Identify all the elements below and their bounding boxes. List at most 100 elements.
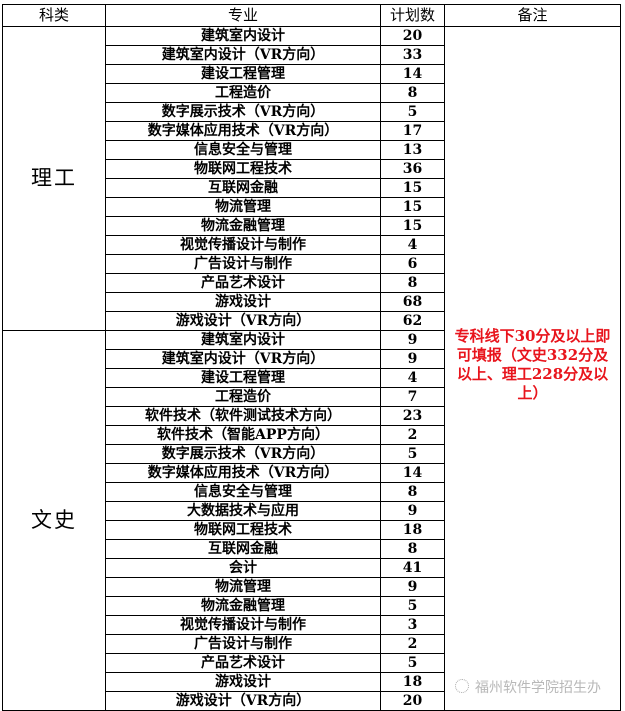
- plan-count-cell: 15: [380, 216, 445, 236]
- enrollment-plan-table: 科类 专业 计划数 备注 理工 建筑室内设计 20 专科线下30分及以上即可填报（文史…: [2, 4, 621, 711]
- plan-count-cell: 68: [380, 292, 445, 312]
- major-cell: 信息安全与管理: [105, 140, 381, 160]
- major-cell: 建筑室内设计（VR方向）: [105, 349, 381, 369]
- table-row: 文史 建筑室内设计 9: [2, 330, 621, 711]
- plan-count-cell: 5: [380, 444, 445, 464]
- plan-count-cell: 9: [380, 349, 445, 369]
- major-cell: 软件技术（软件测试技术方向）: [105, 406, 381, 426]
- major-cell: 物流金融管理: [105, 596, 381, 616]
- table-row: 理工 建筑室内设计 20 专科线下30分及以上即可填报（文史332分及以上、理工228…: [2, 26, 621, 711]
- header-remarks: 备注: [444, 4, 621, 27]
- major-cell: 游戏设计（VR方向）: [105, 691, 381, 711]
- category-cell: 文史: [2, 330, 106, 711]
- plan-count-cell: 6: [380, 254, 445, 274]
- remarks-text: 专科线下30分及以上即可填报（文史332分及以上、理工228分及以上）: [454, 327, 611, 402]
- plan-count-cell: 23: [380, 406, 445, 426]
- major-cell: 游戏设计（VR方向）: [105, 311, 381, 331]
- plan-count-cell: 41: [380, 558, 445, 578]
- plan-count-cell: 9: [380, 577, 445, 597]
- plan-count-cell: 8: [380, 273, 445, 293]
- table-row: 会计 41: [3, 558, 621, 578]
- table-row: 物流管理 9: [3, 577, 621, 597]
- plan-count-cell: 3: [380, 615, 445, 635]
- header-plan-count: 计划数: [380, 4, 445, 27]
- major-cell: 建筑室内设计: [105, 26, 381, 46]
- major-cell: 工程造价: [105, 387, 381, 407]
- table-row: 视觉传播设计与制作 4: [3, 235, 621, 255]
- plan-count-cell: 20: [380, 26, 445, 46]
- major-cell: 物联网工程技术: [105, 520, 381, 540]
- table-row: 视觉传播设计与制作 3: [3, 615, 621, 635]
- major-cell: 软件技术（智能APP方向）: [105, 425, 381, 445]
- major-cell: 互联网金融: [105, 178, 381, 198]
- plan-count-cell: 9: [380, 501, 445, 521]
- major-cell: 物流管理: [105, 577, 381, 597]
- plan-count-cell: 7: [380, 387, 445, 407]
- major-cell: 广告设计与制作: [105, 634, 381, 654]
- table-row: 互联网金融 8: [3, 539, 621, 559]
- table-row: 游戏设计 68: [3, 292, 621, 312]
- plan-count-cell: 62: [380, 311, 445, 331]
- major-cell: 建设工程管理: [105, 368, 381, 388]
- table-row: 游戏设计 18: [3, 672, 621, 692]
- plan-count-cell: 36: [380, 159, 445, 179]
- plan-count-cell: 5: [380, 102, 445, 122]
- table-row: 物流管理 15: [3, 197, 621, 217]
- plan-count-cell: 14: [380, 463, 445, 483]
- major-cell: 建设工程管理: [105, 64, 381, 84]
- major-cell: 数字展示技术（VR方向）: [105, 102, 381, 122]
- table-row: 工程造价 8: [3, 83, 621, 103]
- plan-count-cell: 13: [380, 140, 445, 160]
- wechat-icon: [455, 679, 469, 693]
- header-category: 科类: [2, 4, 106, 27]
- major-cell: 产品艺术设计: [105, 273, 381, 293]
- plan-count-cell: 33: [380, 45, 445, 65]
- plan-count-cell: 5: [380, 596, 445, 616]
- header-major: 专业: [105, 4, 381, 27]
- major-cell: 信息安全与管理: [105, 482, 381, 502]
- major-cell: 建筑室内设计（VR方向）: [105, 45, 381, 65]
- plan-count-cell: 4: [380, 368, 445, 388]
- plan-count-cell: 4: [380, 235, 445, 255]
- table-row: 数字展示技术（VR方向） 5: [3, 444, 621, 464]
- plan-count-cell: 18: [380, 672, 445, 692]
- major-cell: 游戏设计: [105, 672, 381, 692]
- plan-count-cell: 20: [380, 691, 445, 711]
- table-row: 软件技术（软件测试技术方向） 23: [3, 406, 621, 426]
- plan-count-cell: 17: [380, 121, 445, 141]
- major-cell: 视觉传播设计与制作: [105, 615, 381, 635]
- plan-count-cell: 8: [380, 83, 445, 103]
- major-cell: 工程造价: [105, 83, 381, 103]
- table-row: 建设工程管理 4: [3, 368, 621, 388]
- major-cell: 物流管理: [105, 197, 381, 217]
- major-cell: 数字媒体应用技术（VR方向）: [105, 121, 381, 141]
- table-row: 工程造价 7: [3, 387, 621, 407]
- major-cell: 会计: [105, 558, 381, 578]
- plan-count-cell: 15: [380, 197, 445, 217]
- plan-count-cell: 8: [380, 539, 445, 559]
- major-cell: 数字媒体应用技术（VR方向）: [105, 463, 381, 483]
- header-row: 科类 专业 计划数 备注: [2, 4, 621, 27]
- major-cell: 产品艺术设计: [105, 653, 381, 673]
- watermark-text: 福州软件学院招生办: [475, 680, 601, 696]
- major-cell: 物联网工程技术: [105, 159, 381, 179]
- major-cell: 游戏设计: [105, 292, 381, 312]
- table-row: 广告设计与制作 6: [3, 254, 621, 274]
- major-cell: 广告设计与制作: [105, 254, 381, 274]
- major-cell: 大数据技术与应用: [105, 501, 381, 521]
- major-cell: 视觉传播设计与制作: [105, 235, 381, 255]
- plan-count-cell: 8: [380, 482, 445, 502]
- table-row: 物联网工程技术 36: [3, 159, 621, 179]
- table-row: 软件技术（智能APP方向） 2: [3, 425, 621, 445]
- plan-count-cell: 18: [380, 520, 445, 540]
- category-cell: 理工: [2, 26, 106, 331]
- plan-count-cell: 2: [380, 425, 445, 445]
- table-row: 游戏设计（VR方向） 20: [3, 691, 621, 711]
- table-row: 建筑室内设计（VR方向） 9: [3, 349, 621, 369]
- major-cell: 互联网金融: [105, 539, 381, 559]
- remarks-cell: 专科线下30分及以上即可填报（文史332分及以上、理工228分及以上） 福州软件学…: [444, 26, 621, 711]
- table-row: 数字媒体应用技术（VR方向） 17: [3, 121, 621, 141]
- major-cell: 建筑室内设计: [105, 330, 381, 350]
- table-row: 游戏设计（VR方向） 62: [3, 311, 621, 331]
- watermark: 福州软件学院招生办: [455, 679, 601, 698]
